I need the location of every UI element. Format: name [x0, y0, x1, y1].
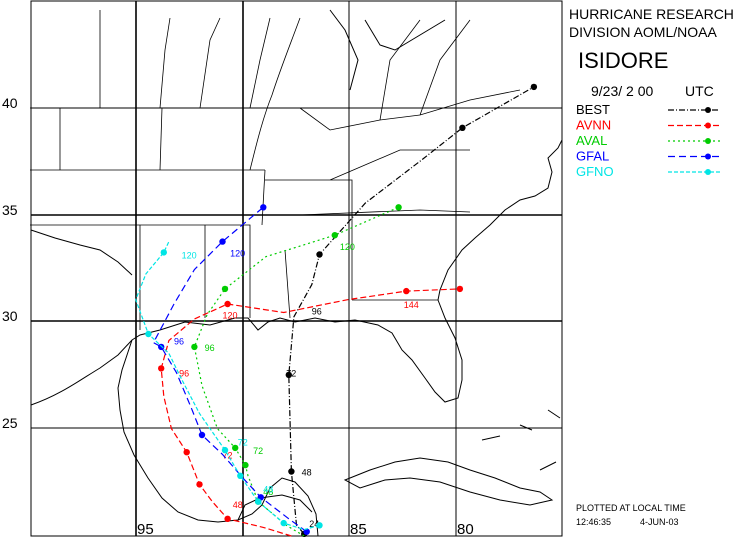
best-hour-label: 48	[302, 468, 312, 478]
legend-marker-gfno	[705, 169, 711, 175]
aval-marker	[395, 204, 402, 211]
best-hour-label: 24	[309, 519, 319, 529]
aval-marker	[221, 285, 229, 293]
avnn-marker	[196, 481, 203, 488]
aval-hour-label: 72	[253, 446, 263, 456]
gfno-marker	[255, 498, 262, 505]
header-line-2: DIVISION AOML/NOAA	[569, 24, 717, 40]
gfno-track-line	[135, 241, 320, 531]
aval-marker	[242, 461, 249, 469]
avnn-marker	[456, 285, 464, 293]
gfno-hour-label: 48	[263, 485, 273, 495]
best-hour-label: 72	[286, 369, 296, 379]
legend-label-aval: AVAL	[576, 133, 607, 148]
legend-marker-best	[705, 107, 711, 113]
us-coastline	[30, 139, 563, 406]
gfal-hour-label: 96	[174, 337, 184, 347]
best-marker	[459, 124, 466, 131]
aval-marker	[232, 444, 239, 452]
info-panel: HURRICANE RESEARCH DIVISION AOML/NOAA IS…	[569, 6, 734, 527]
lat-label-30: 30	[2, 308, 18, 324]
best-marker	[316, 251, 323, 258]
storm-name: ISIDORE	[578, 48, 668, 73]
avnn-hour-label: 96	[179, 369, 189, 379]
legend-label-gfal: GFAL	[576, 149, 609, 164]
longitude-labels: 95 85 80	[137, 521, 474, 537]
avnn-marker	[403, 287, 410, 295]
avnn-marker	[183, 449, 190, 456]
time-zone: UTC	[685, 83, 714, 99]
best-marker	[285, 371, 292, 379]
header-line-1: HURRICANE RESEARCH	[569, 6, 734, 22]
latitude-labels: 40 35 30 25	[2, 95, 18, 431]
mexico-coastline	[117, 339, 319, 537]
lon-label-85: 85	[350, 521, 367, 537]
legend-label-gfno: GFNO	[576, 164, 614, 179]
avnn-marker	[224, 515, 231, 522]
lat-label-35: 35	[2, 202, 18, 218]
best-marker	[288, 468, 295, 475]
gfal-hour-label: 120	[230, 248, 245, 258]
legend-label-best: BEST	[576, 102, 610, 117]
aval-hour-label: 48	[263, 487, 273, 497]
avnn-track-line	[160, 288, 460, 537]
avnn-hour-label: 144	[404, 300, 419, 310]
legend-marker-aval	[705, 138, 711, 144]
gfno-marker	[316, 522, 323, 529]
best-marker	[530, 83, 538, 91]
texas-mexico-border	[30, 229, 133, 405]
aval-marker	[331, 232, 338, 239]
map-frame	[30, 0, 563, 537]
avnn-hour-label: 48	[233, 500, 243, 510]
yucatan-coastline	[237, 494, 313, 521]
lon-label-80: 80	[457, 521, 474, 537]
cuba-outline	[343, 457, 554, 506]
init-time: 9/23/ 2 00	[591, 83, 653, 99]
gfal-marker	[260, 204, 267, 211]
aval-hour-label: 120	[340, 242, 355, 252]
aval-track-line	[193, 206, 399, 537]
avnn-hour-label: 120	[223, 311, 238, 321]
legend-marker-gfal	[705, 153, 711, 160]
gfno-marker	[160, 249, 167, 256]
legend-marker-avnn	[705, 122, 711, 129]
gfno-marker	[280, 519, 287, 527]
gfno-hour-label: 120	[182, 251, 197, 261]
lon-label-95: 95	[137, 521, 154, 537]
gfal-marker	[219, 238, 226, 245]
aval-marker	[191, 343, 198, 351]
plot-clock: 12:46:35	[576, 517, 611, 527]
legend-label-avnn: AVNN	[576, 118, 611, 133]
best-hour-label: 96	[312, 306, 322, 316]
gfal-track-line	[152, 206, 308, 533]
gfal-marker	[198, 431, 206, 439]
plotted-note: PLOTTED AT LOCAL TIME	[576, 503, 686, 513]
avnn-marker	[224, 300, 231, 308]
gfno-marker	[237, 472, 244, 479]
graticule	[31, 1, 562, 536]
great-lakes-outline	[329, 9, 446, 91]
lat-label-25: 25	[2, 415, 18, 431]
avnn-marker	[158, 365, 165, 372]
gfno-marker	[145, 330, 152, 338]
gfal-marker	[303, 528, 310, 535]
gfno-hour-label: 72	[238, 438, 248, 448]
lat-label-40: 40	[2, 95, 18, 111]
plot-date: 4-JUN-03	[640, 517, 679, 527]
aval-hour-label: 96	[205, 343, 215, 353]
forecast-tracks: 2448729648729612014448729612096120487212…	[135, 83, 538, 537]
gfno-marker	[221, 446, 229, 454]
best-track-line	[288, 86, 535, 535]
